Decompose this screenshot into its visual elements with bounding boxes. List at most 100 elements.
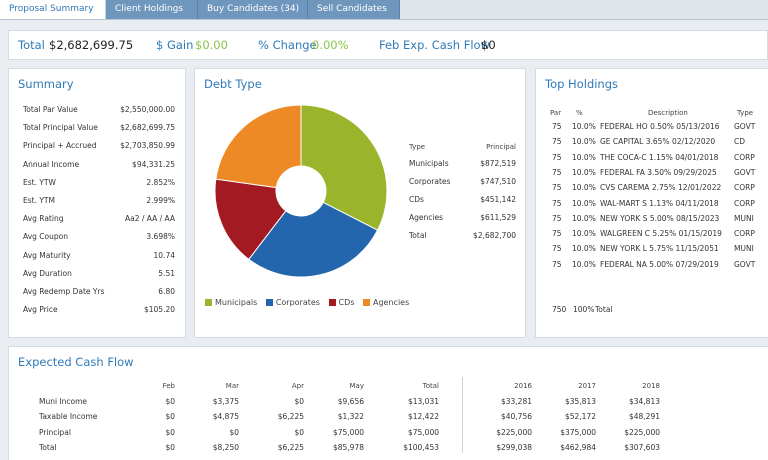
donut-slice-municipals[interactable] [300, 104, 388, 231]
tab-buy-candidates[interactable]: Buy Candidates (34) [198, 0, 308, 19]
holding-pct: 10.0% [572, 183, 596, 193]
cash-flow-cell: $0 [294, 397, 304, 406]
holding-type: CORP [734, 229, 755, 239]
legend-item-cds[interactable]: CDs [328, 298, 354, 307]
donut-slice-agencies[interactable] [215, 104, 302, 189]
holding-par: 75 [552, 229, 562, 239]
summary-row-label: Annual Income [23, 159, 80, 169]
cash-flow-cell: $0 [165, 412, 175, 422]
debt-type-total-value: $2,682,700 [473, 231, 516, 240]
summary-row-value: 10.74 [153, 250, 175, 260]
legend-item-agencies[interactable]: Agencies [363, 298, 409, 307]
holding-type: MUNI [734, 244, 754, 254]
summary-row-label: Avg Price [23, 305, 58, 315]
gain-label: $ Gain [156, 38, 194, 52]
total-value: $2,682,699.75 [49, 38, 134, 52]
summary-row-label: Total Principal Value [23, 123, 98, 133]
total-label: Total [18, 38, 45, 52]
cash-flow-cell: $0 [229, 427, 239, 437]
cash-flow-col-2017: 2017 [578, 382, 596, 390]
summary-row-value: $2,682,699.75 [120, 123, 175, 133]
legend-label-municipals: Municipals [215, 298, 258, 307]
debt-type-legend: Municipals Corporates CDs Agencies [205, 298, 415, 307]
holdings-col-par: Par [550, 109, 562, 117]
cash-flow-value: $0 [481, 38, 496, 52]
cash-flow-cell: $12,422 [407, 412, 439, 422]
cash-flow-cell: $8,250 [212, 442, 239, 452]
cash-flow-cell: $0 [294, 427, 304, 437]
top-holdings-title: Top Holdings [545, 77, 619, 91]
summary-row-value: 2.999% [146, 196, 175, 205]
cash-flow-cell: $6,225 [277, 412, 304, 422]
summary-row-value: 3.698% [146, 232, 175, 242]
holding-type: CORP [734, 152, 755, 162]
cash-flow-title: Expected Cash Flow [18, 355, 134, 369]
holding-par: 75 [552, 122, 562, 131]
holding-type: GOVT [734, 122, 756, 131]
cash-flow-cell: $75,000 [332, 427, 364, 437]
summary-row: Avg Maturity 10.74 [23, 250, 175, 262]
cash-flow-cell: $100,453 [403, 442, 439, 452]
donut-slice-cds[interactable] [214, 178, 287, 261]
holding-description[interactable]: WAL-MART S 1.13% 04/11/2018 [600, 198, 719, 208]
holding-description[interactable]: WALGREEN C 5.25% 01/15/2019 [600, 229, 722, 239]
summary-row: Total Par Value $2,550,000.00 [23, 104, 175, 116]
holdings-col-type: Type [737, 109, 754, 117]
change-value: 0.00% [312, 38, 349, 52]
holding-par: 75 [552, 137, 562, 147]
holding-description[interactable]: NEW YORK S 5.00% 08/15/2023 [600, 213, 720, 223]
cash-flow-cell: $3,375 [212, 397, 239, 406]
cash-flow-divider [462, 377, 463, 453]
legend-item-corporates[interactable]: Corporates [265, 298, 320, 307]
holding-description[interactable]: NEW YORK L 5.75% 11/15/2051 [600, 244, 719, 254]
debt-type-total-label: Total [409, 231, 427, 240]
debt-type-row-label: Municipals [409, 159, 449, 168]
cash-flow-cell: $375,000 [560, 427, 596, 437]
tab-sell-candidates[interactable]: Sell Candidates [308, 0, 400, 19]
legend-item-municipals[interactable]: Municipals [205, 298, 257, 307]
summary-row-value: $105.20 [143, 305, 175, 315]
debt-type-col-principal: Principal [486, 143, 516, 151]
summary-row-value: $94,331.25 [132, 159, 175, 169]
top-holdings-panel: Top Holdings Par % Description Type 75 10… [535, 68, 768, 338]
summary-row-label: Avg Duration [23, 268, 72, 278]
summary-row-label: Est. YTM [23, 196, 55, 205]
summary-row: Principal + Accrued $2,703,850.99 [23, 140, 175, 152]
summary-row: Avg Redemp Date Yrs 6.80 [23, 286, 175, 298]
cash-flow-row-label: Taxable Income [39, 412, 98, 422]
holding-par: 75 [552, 167, 562, 177]
holding-pct: 10.0% [572, 152, 596, 162]
cash-flow-cell: $48,291 [628, 412, 660, 422]
cash-flow-cell: $9,656 [337, 397, 364, 406]
cash-flow-cell: $0 [165, 442, 175, 452]
summary-row-value: 2.852% [146, 177, 175, 187]
cash-flow-cell: $225,000 [496, 427, 532, 437]
summary-row: Avg Rating Aa2 / AA / AA [23, 213, 175, 225]
holding-description[interactable]: FEDERAL HO 0.50% 05/13/2016 [600, 122, 720, 131]
summary-row-label: Avg Redemp Date Yrs [23, 287, 105, 296]
summary-row-value: $2,703,850.99 [120, 141, 175, 151]
holding-pct: 10.0% [572, 122, 596, 131]
holding-type: MUNI [734, 213, 754, 223]
holding-description[interactable]: FEDERAL FA 3.50% 09/29/2025 [600, 167, 717, 177]
tab-proposal-summary[interactable]: Proposal Summary [0, 0, 106, 20]
cash-flow-cell: $299,038 [496, 442, 532, 452]
holding-description[interactable]: GE CAPITAL 3.65% 02/12/2020 [600, 137, 716, 147]
tab-client-holdings[interactable]: Client Holdings [106, 0, 198, 19]
holding-type: CD [734, 137, 746, 147]
debt-type-row-value: $451,142 [480, 195, 516, 204]
holdings-col-desc: Description [648, 109, 688, 117]
holdings-col-pct: % [576, 109, 583, 117]
legend-swatch-cds [328, 299, 336, 306]
donut-slice-corporates[interactable] [248, 201, 379, 278]
summary-row-label: Avg Maturity [23, 250, 71, 260]
cash-flow-cell: $52,172 [564, 412, 596, 422]
holdings-total-label: Total [595, 305, 613, 314]
holding-par: 75 [552, 213, 562, 223]
holding-description[interactable]: THE COCA-C 1.15% 04/01/2018 [600, 152, 719, 162]
holding-description[interactable]: CVS CAREMA 2.75% 12/01/2022 [600, 183, 722, 193]
debt-type-row-value: $747,510 [480, 177, 516, 186]
holding-description[interactable]: FEDERAL NA 5.00% 07/29/2019 [600, 259, 719, 269]
cash-flow-col-mar: Mar [225, 382, 239, 390]
debt-type-col-type: Type [409, 143, 426, 151]
